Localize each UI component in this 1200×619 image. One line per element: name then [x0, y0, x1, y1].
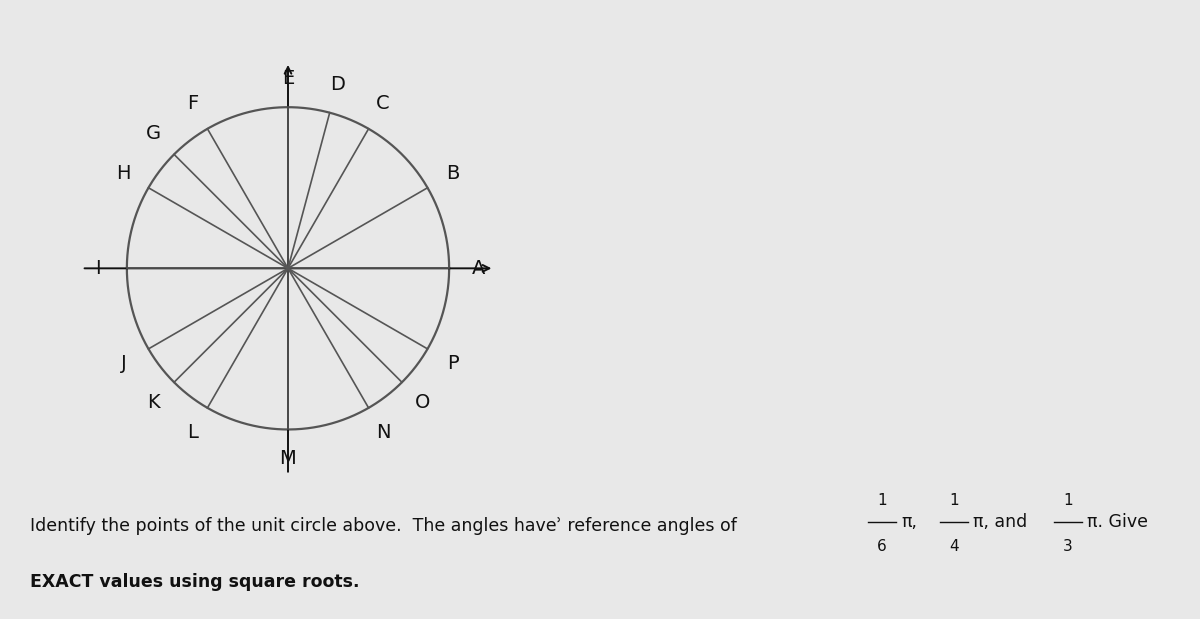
Text: E: E: [282, 69, 294, 88]
Text: 4: 4: [949, 539, 959, 553]
Text: L: L: [187, 423, 198, 443]
Text: 6: 6: [877, 539, 887, 553]
Text: K: K: [148, 393, 160, 412]
Text: π. Give: π. Give: [1087, 513, 1148, 531]
Text: 1: 1: [1063, 493, 1073, 508]
Text: P: P: [446, 354, 458, 373]
Text: J: J: [120, 354, 126, 373]
Text: N: N: [376, 423, 390, 443]
Text: D: D: [330, 75, 344, 94]
Text: I: I: [95, 259, 101, 278]
Text: π,: π,: [901, 513, 917, 531]
Text: B: B: [446, 164, 460, 183]
Text: A: A: [472, 259, 485, 278]
Text: 1: 1: [949, 493, 959, 508]
Text: C: C: [377, 94, 390, 113]
Text: F: F: [187, 94, 198, 113]
Text: π, and: π, and: [973, 513, 1027, 531]
Text: G: G: [146, 124, 161, 144]
Text: M: M: [280, 449, 296, 468]
Text: O: O: [415, 393, 430, 412]
Text: H: H: [116, 164, 131, 183]
Text: EXACT values using square roots.: EXACT values using square roots.: [30, 573, 360, 591]
Text: Identify the points of the unit circle above.  The angles haveʾ reference angles: Identify the points of the unit circle a…: [30, 517, 737, 535]
Text: 1: 1: [877, 493, 887, 508]
Text: 3: 3: [1063, 539, 1073, 553]
